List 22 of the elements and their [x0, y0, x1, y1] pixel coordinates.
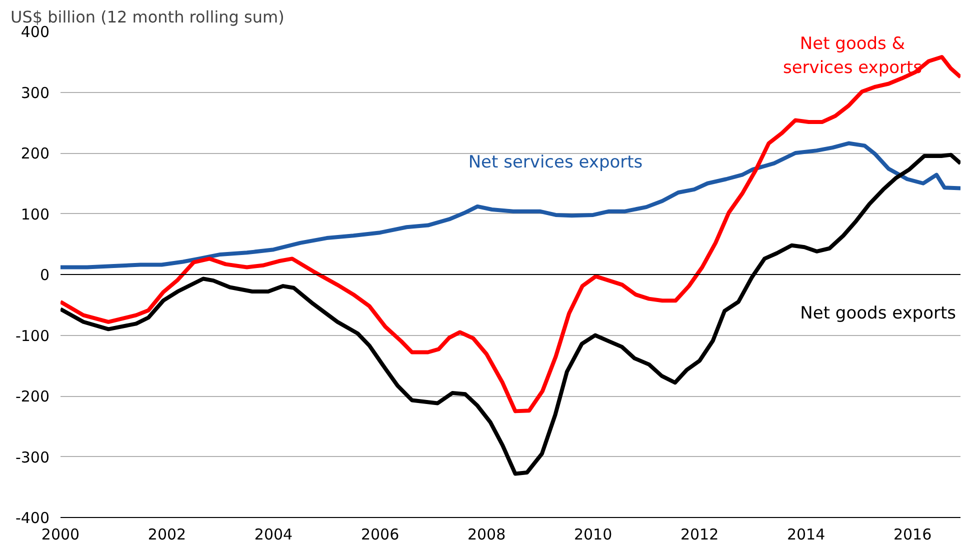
- x-tick-label: 2012: [680, 526, 719, 544]
- y-tick-label: -100: [15, 326, 50, 345]
- x-tick-label: 2000: [41, 526, 80, 544]
- y-tick-label: -300: [15, 448, 50, 466]
- x-tick-label: 2004: [254, 526, 293, 544]
- y-tick-label: 0: [40, 266, 50, 284]
- y-tick-label: -400: [15, 509, 50, 527]
- x-tick-label: 2006: [360, 526, 400, 544]
- y-tick-label: -200: [15, 388, 50, 406]
- x-tick-label: 2002: [148, 526, 186, 544]
- x-tick-label: 2016: [893, 526, 932, 544]
- text: Net goods exports: [800, 303, 956, 324]
- x-tick-label: 2008: [467, 526, 506, 544]
- y-tick-label: 200: [20, 144, 50, 162]
- line-series: [60, 55, 960, 414]
- x-tick-label: 2014: [786, 526, 826, 544]
- x-tick-label: 2010: [574, 526, 612, 544]
- line-series: [60, 152, 960, 476]
- y-tick-label: 100: [20, 205, 50, 224]
- y-tick-label: 300: [20, 84, 50, 102]
- line-series: [60, 141, 960, 270]
- series-label: Net services exports: [468, 152, 643, 173]
